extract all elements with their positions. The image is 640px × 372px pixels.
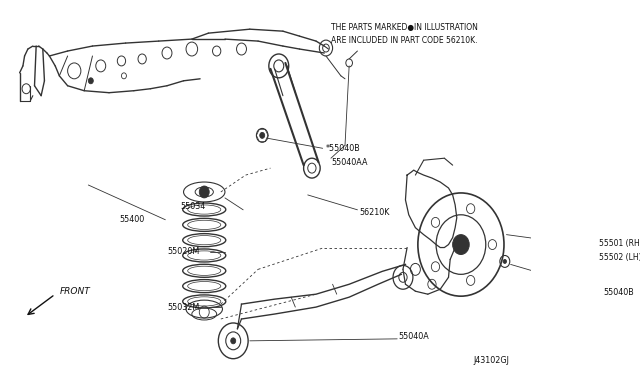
Text: 55032M: 55032M bbox=[167, 302, 199, 312]
Circle shape bbox=[452, 235, 469, 254]
Text: 56210K: 56210K bbox=[359, 208, 390, 217]
Text: *55040B: *55040B bbox=[326, 144, 361, 153]
Text: THE PARTS MARKED●IN ILLUSTRATION: THE PARTS MARKED●IN ILLUSTRATION bbox=[331, 23, 478, 32]
Text: 55400: 55400 bbox=[120, 215, 145, 224]
Circle shape bbox=[260, 132, 265, 138]
Text: 55502 (LH): 55502 (LH) bbox=[599, 253, 640, 262]
Text: 55040B: 55040B bbox=[604, 288, 634, 297]
Text: 55020M: 55020M bbox=[167, 247, 199, 256]
Text: 55034: 55034 bbox=[180, 202, 205, 211]
Circle shape bbox=[199, 186, 209, 198]
Text: ARE INCLUDED IN PART CODE 56210K.: ARE INCLUDED IN PART CODE 56210K. bbox=[331, 36, 477, 45]
Text: FRONT: FRONT bbox=[60, 287, 90, 296]
Text: 55040A: 55040A bbox=[399, 332, 429, 341]
Circle shape bbox=[503, 259, 506, 263]
Text: 55040AA: 55040AA bbox=[331, 158, 367, 167]
Circle shape bbox=[88, 78, 93, 84]
Circle shape bbox=[231, 338, 236, 344]
Text: J43102GJ: J43102GJ bbox=[474, 356, 509, 365]
Text: 55501 (RH): 55501 (RH) bbox=[599, 239, 640, 248]
